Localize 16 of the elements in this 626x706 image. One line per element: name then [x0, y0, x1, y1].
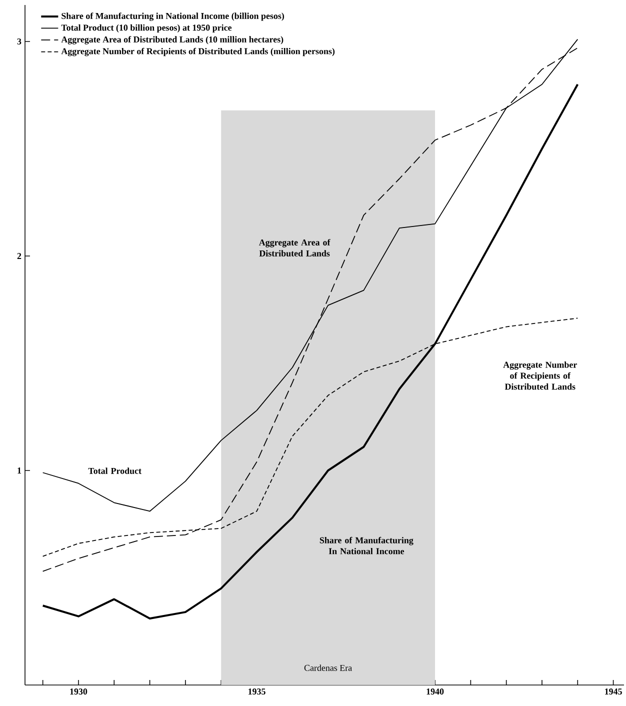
annotation: Share of Manufacturing In National Income: [320, 536, 414, 554]
annotation: Total Product: [88, 468, 142, 474]
y-tick-label: 1: [18, 468, 22, 474]
legend-label: Aggregate Area of Distributed Lands (10 million hectares): [61, 36, 284, 44]
x-tick-label: 1935: [248, 688, 266, 695]
legend-label: Total Product (10 billion pesos) at 1950 price: [62, 24, 232, 33]
x-tick-label: 1945: [605, 688, 622, 695]
y-tick-label: 3: [18, 38, 22, 44]
y-tick-label: 2: [18, 253, 22, 259]
x-tick-label: 1930: [70, 688, 88, 695]
annotation: Aggregate Number of Recipients of Distributed Lands: [503, 361, 578, 390]
legend-label: Share of Manufacturing in National Income (billion pesos): [62, 12, 284, 21]
x-tick-label: 1940: [426, 688, 444, 695]
annotation: Aggregate Area of Distributed Lands: [259, 239, 331, 256]
band-label: Cardenas Era: [304, 664, 352, 671]
legend-label: Aggregate Number of Recipients of Distributed Lands (million persons): [61, 48, 335, 56]
